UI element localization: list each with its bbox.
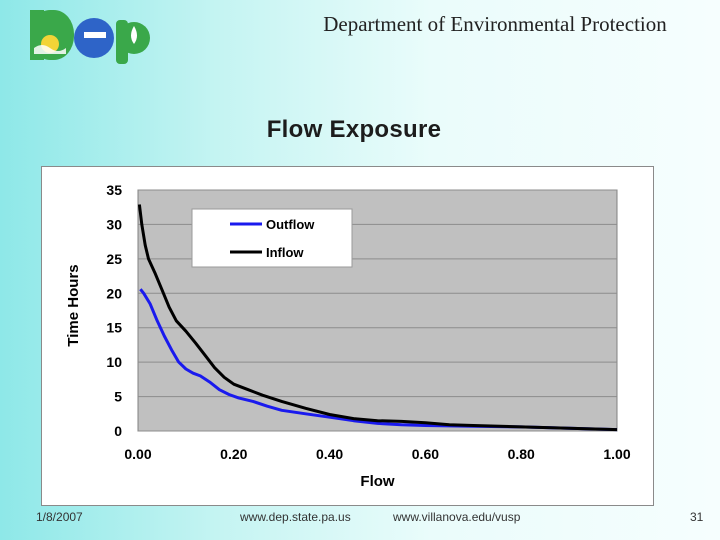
y-tick-label: 20 — [106, 285, 122, 301]
y-tick-label: 35 — [106, 182, 122, 198]
series-line-outflow — [139, 288, 618, 432]
x-tick-label: 0.00 — [124, 446, 151, 462]
series-lines — [137, 204, 618, 432]
flow-exposure-chart: 0 5 10 15 20 25 30 35 0.00 0.20 0.40 0.60 0.80 1.00 O… — [65, 182, 631, 490]
series-line-inflow — [137, 204, 618, 432]
slide-title: Flow Exposure — [266, 116, 442, 143]
x-tick-label: 0.20 — [220, 446, 247, 462]
footer-url-villanova[interactable]: www.villanova.edu/vusp — [393, 510, 521, 524]
tick-labels: 0 5 10 15 20 25 30 35 0.00 0.20 0.40 0.60 0.80 1.00 — [106, 182, 630, 462]
y-tick-label: 15 — [106, 320, 122, 336]
org-title: Department of Environmental Protection — [323, 12, 667, 36]
x-tick-label: 1.00 — [603, 446, 630, 462]
x-tick-label: 0.40 — [316, 446, 343, 462]
footer-url-dep[interactable]: www.dep.state.pa.us — [240, 510, 351, 524]
logo-wave-icon — [34, 45, 66, 54]
y-tick-label: 10 — [106, 354, 122, 370]
legend-box — [191, 208, 353, 268]
footer-page-number: 31 — [690, 510, 704, 524]
x-tick-label: 0.80 — [508, 446, 535, 462]
x-tick-label: 0.60 — [412, 446, 439, 462]
legend-label-inflow: Inflow — [266, 245, 304, 260]
x-axis-label: Flow — [360, 473, 394, 490]
y-tick-label: 30 — [106, 216, 122, 232]
legend: Outflow Inflow — [191, 208, 353, 268]
y-tick-label: 5 — [114, 389, 122, 405]
y-axis-label: Time Hours — [65, 264, 82, 346]
chart-frame: 0 5 10 15 20 25 30 35 0.00 0.20 0.40 0.60 0.80 1.00 O… — [41, 166, 654, 506]
footer-date: 1/8/2007 — [36, 510, 83, 524]
y-tick-label: 25 — [106, 251, 122, 267]
grid-lines — [138, 189, 617, 432]
legend-label-outflow: Outflow — [266, 217, 315, 232]
y-tick-label: 0 — [114, 423, 122, 439]
logo-droplet-icon — [131, 26, 137, 44]
dep-logo — [30, 10, 150, 64]
